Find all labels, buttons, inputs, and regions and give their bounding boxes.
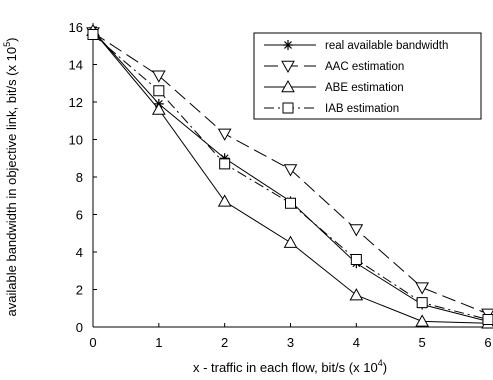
square-marker: [482, 314, 493, 325]
y-tick-label: 10: [69, 133, 83, 148]
square-marker: [350, 254, 362, 265]
asterisk-marker: [219, 153, 230, 164]
triangle-down-marker: [151, 70, 166, 83]
square-marker: [282, 102, 294, 114]
triangle-up-marker: [217, 194, 232, 207]
square-marker: [87, 29, 99, 40]
legend-label: IAB estimation: [325, 103, 399, 115]
legend-item: IAB estimation: [264, 102, 399, 115]
x-tick-label: 0: [89, 335, 96, 350]
x-axis-title-close: ): [383, 360, 387, 375]
asterisk-marker: [283, 40, 293, 50]
legend-item: real available bandwidth: [264, 40, 448, 52]
y-tick-label: 4: [76, 245, 83, 260]
x-axis-title-exponent: 4: [378, 358, 383, 368]
y-axis-title: available bandwidth in objective link, b…: [2, 38, 19, 317]
triangle-down-marker: [415, 282, 430, 295]
legend-item: ABE estimation: [264, 79, 404, 94]
y-tick-label: 0: [76, 320, 83, 335]
y-tick-label: 8: [76, 170, 83, 185]
triangle-up-marker: [281, 79, 295, 93]
x-tick-label: 4: [353, 335, 360, 350]
triangle-down-marker: [349, 224, 364, 237]
triangle-up-marker: [415, 314, 430, 327]
y-tick-label: 6: [76, 208, 83, 223]
y-tick-label: 12: [69, 95, 83, 110]
legend: real available bandwidth AAC estimation AB…: [253, 32, 482, 120]
x-tick-label: 1: [155, 335, 162, 350]
legend-label: ABE estimation: [325, 82, 404, 94]
legend-item: AAC estimation: [264, 60, 404, 74]
triangle-down-marker: [281, 60, 295, 74]
x-axis-title: x - traffic in each flow, bit/s (x 104): [193, 358, 387, 375]
y-tick-label: 16: [69, 20, 83, 35]
x-axis-title-text: x - traffic in each flow, bit/s (x 10: [193, 360, 378, 375]
legend-label: real available bandwidth: [325, 40, 448, 52]
y-tick-label: 2: [76, 283, 83, 298]
y-axis-title-text: available bandwidth in objective link, b…: [4, 47, 19, 317]
triangle-down-marker: [217, 128, 232, 141]
x-tick-label: 3: [287, 335, 294, 350]
triangle-down-marker: [283, 164, 298, 177]
x-tick-label: 6: [484, 335, 491, 350]
square-marker: [285, 197, 296, 209]
square-marker: [153, 85, 165, 97]
series-layer: [86, 23, 493, 329]
triangle-up-marker: [283, 235, 298, 248]
x-tick-label: 2: [221, 335, 228, 350]
y-axis-title-exponent: 5: [2, 42, 12, 47]
triangle-up-marker: [151, 102, 166, 115]
square-marker: [219, 158, 231, 170]
series-3: [87, 29, 493, 325]
x-tick-label: 5: [419, 335, 426, 350]
legend-label: AAC estimation: [325, 61, 404, 73]
square-marker: [416, 297, 428, 309]
y-tick-label: 14: [69, 58, 83, 73]
y-axis-title-close: ): [4, 38, 19, 42]
triangle-up-marker: [349, 288, 364, 301]
